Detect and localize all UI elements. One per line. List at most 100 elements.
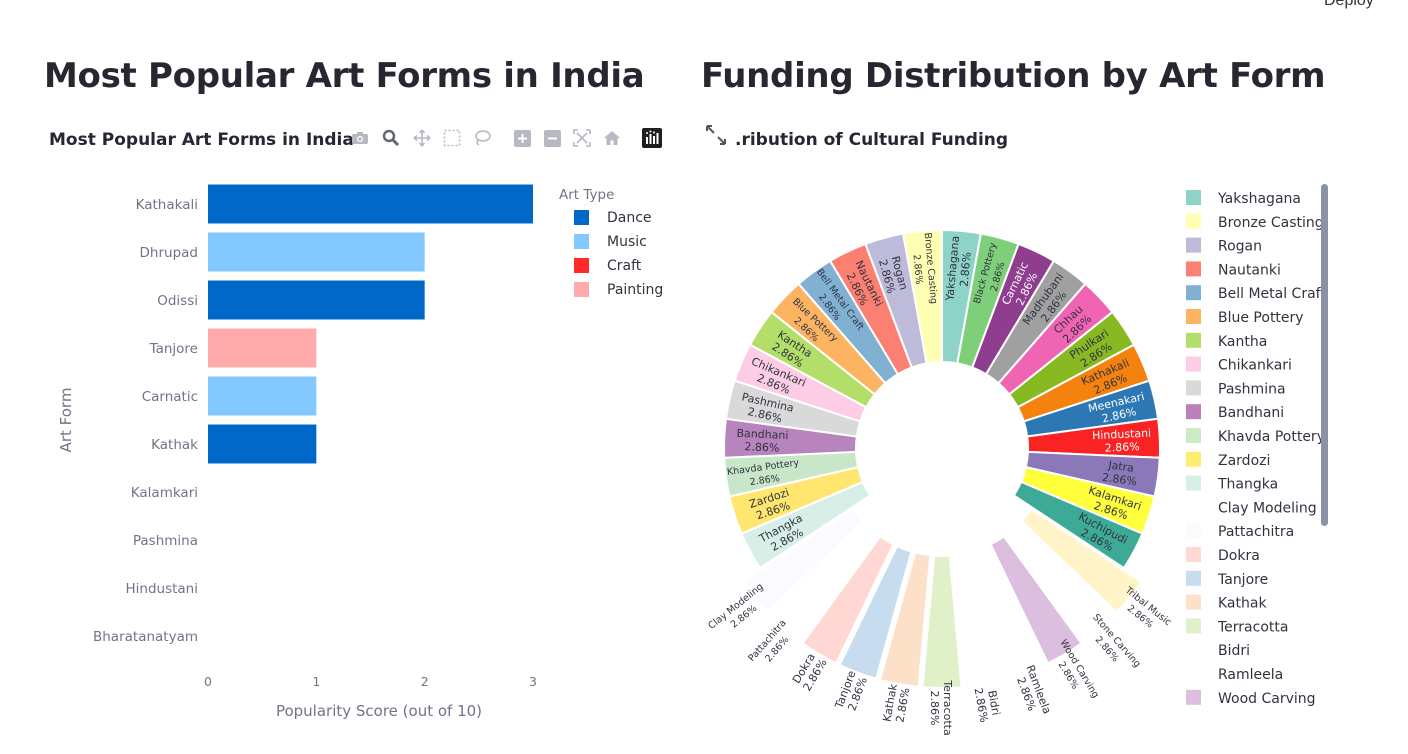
legend-item[interactable]: Zardozi [1218, 453, 1270, 469]
legend-swatch[interactable] [1186, 285, 1201, 301]
donut-slice[interactable] [768, 522, 879, 643]
donut-slice[interactable] [828, 242, 914, 376]
donut-slice[interactable] [740, 480, 872, 570]
legend-swatch[interactable] [1186, 309, 1201, 324]
legend-swatch[interactable] [1186, 428, 1201, 443]
donut-slice[interactable] [970, 242, 1056, 376]
legend-swatch[interactable] [574, 234, 589, 249]
legend-swatch[interactable] [574, 210, 589, 225]
legend-item[interactable]: Blue Pottery [1218, 310, 1304, 326]
bar[interactable] [208, 280, 425, 320]
bar[interactable] [208, 184, 533, 224]
reset-axes-icon[interactable] [602, 128, 622, 148]
legend-swatch[interactable] [1186, 499, 1201, 515]
legend-item[interactable]: Painting [607, 282, 663, 298]
bar[interactable] [208, 424, 317, 464]
legend-swatch[interactable] [574, 258, 589, 273]
legend-swatch[interactable] [1186, 380, 1201, 396]
deploy-button[interactable]: Deploy [1324, 0, 1374, 9]
legend-swatch[interactable] [1186, 642, 1201, 658]
donut-slice[interactable] [797, 259, 900, 385]
legend-item[interactable]: Nautanki [1218, 262, 1281, 278]
donut-slice[interactable] [984, 259, 1087, 385]
legend-item[interactable]: Bell Metal Craft [1218, 286, 1326, 302]
donut-slice[interactable] [1016, 343, 1151, 423]
legend-swatch[interactable] [1186, 237, 1201, 253]
legend-item[interactable]: Bronze Casting [1218, 215, 1324, 231]
legend-item[interactable]: Music [607, 234, 647, 250]
donut-slice[interactable] [728, 465, 865, 535]
legend-swatch[interactable] [1186, 689, 1201, 705]
donut-slice[interactable] [901, 228, 943, 365]
donut-slice[interactable] [989, 535, 1083, 665]
legend-swatch[interactable] [1186, 190, 1201, 205]
legend-item[interactable]: Yakshagana [1217, 191, 1301, 207]
donut-slice[interactable] [748, 310, 877, 409]
legend-item[interactable]: Tanjore [1217, 572, 1268, 588]
donut-slice[interactable] [997, 282, 1114, 396]
legend-item[interactable]: Chikankari [1218, 358, 1292, 374]
legend-item[interactable]: Kathak [1218, 596, 1267, 612]
donut-slice[interactable] [1005, 522, 1116, 643]
donut-slice[interactable] [956, 232, 1020, 369]
legend-swatch[interactable] [1186, 261, 1201, 277]
plotly-logo-icon[interactable] [642, 128, 662, 148]
donut-slice[interactable] [722, 417, 858, 459]
zoom-out-icon[interactable] [542, 128, 562, 148]
legend-swatch[interactable] [1186, 356, 1201, 372]
legend-swatch[interactable] [1186, 451, 1201, 467]
expand-icon[interactable] [705, 124, 727, 146]
donut-slice[interactable] [878, 551, 932, 688]
legend-item[interactable]: Pattachitra [1218, 524, 1294, 540]
donut-slice[interactable] [941, 228, 983, 365]
donut-slice[interactable] [838, 544, 913, 680]
bar[interactable] [208, 376, 317, 416]
bar[interactable] [208, 328, 317, 368]
donut-slice[interactable] [864, 232, 928, 369]
legend-swatch[interactable] [1186, 618, 1201, 634]
legend-swatch[interactable] [1186, 475, 1201, 491]
legend-swatch[interactable] [1186, 404, 1201, 420]
legend-item[interactable]: Clay Modeling [1218, 500, 1317, 516]
box-select-icon[interactable] [442, 128, 462, 148]
bar[interactable] [208, 232, 425, 272]
legend-item[interactable]: Bandhani [1218, 405, 1284, 421]
legend-item[interactable]: Pashmina [1218, 381, 1286, 397]
donut-slice[interactable] [952, 551, 1006, 688]
autoscale-icon[interactable] [572, 128, 592, 148]
donut-slice[interactable] [724, 379, 862, 438]
donut-slice[interactable] [1026, 417, 1162, 459]
legend-scrollbar[interactable] [1321, 184, 1328, 526]
legend-swatch[interactable] [1186, 547, 1201, 562]
legend-item[interactable]: Rogan [1218, 239, 1262, 255]
lasso-select-icon[interactable] [472, 128, 492, 148]
donut-slice[interactable] [1024, 450, 1161, 498]
legend-item[interactable]: Terracotta [1217, 619, 1288, 635]
legend-swatch[interactable] [574, 282, 589, 297]
legend-item[interactable]: Dokra [1218, 548, 1260, 564]
zoom-in-icon[interactable] [512, 128, 532, 148]
legend-item[interactable]: Khavda Pottery [1218, 429, 1325, 445]
legend-swatch[interactable] [1186, 332, 1201, 348]
camera-icon[interactable] [350, 128, 370, 148]
donut-slice[interactable] [1012, 480, 1144, 570]
legend-item[interactable]: Ramleela [1218, 667, 1283, 683]
legend-item[interactable]: Thangka [1217, 477, 1278, 493]
legend-item[interactable]: Wood Carving [1218, 691, 1316, 707]
legend-swatch[interactable] [1186, 213, 1201, 229]
legend-swatch[interactable] [1186, 666, 1201, 681]
donut-slice[interactable] [741, 507, 865, 614]
donut-slice[interactable] [1019, 507, 1143, 614]
legend-item[interactable]: Craft [607, 258, 642, 274]
legend-item[interactable]: Bidri [1218, 643, 1250, 659]
donut-slice[interactable] [1007, 310, 1136, 409]
legend-swatch[interactable] [1186, 594, 1201, 610]
legend-item[interactable]: Kantha [1218, 334, 1267, 350]
legend-swatch[interactable] [1186, 570, 1201, 586]
donut-slice[interactable] [971, 544, 1046, 680]
donut-slice[interactable] [921, 554, 963, 689]
donut-slice[interactable] [733, 343, 868, 423]
legend-item[interactable]: Dance [607, 210, 652, 226]
donut-slice[interactable] [1019, 465, 1156, 535]
pan-icon[interactable] [412, 128, 432, 148]
